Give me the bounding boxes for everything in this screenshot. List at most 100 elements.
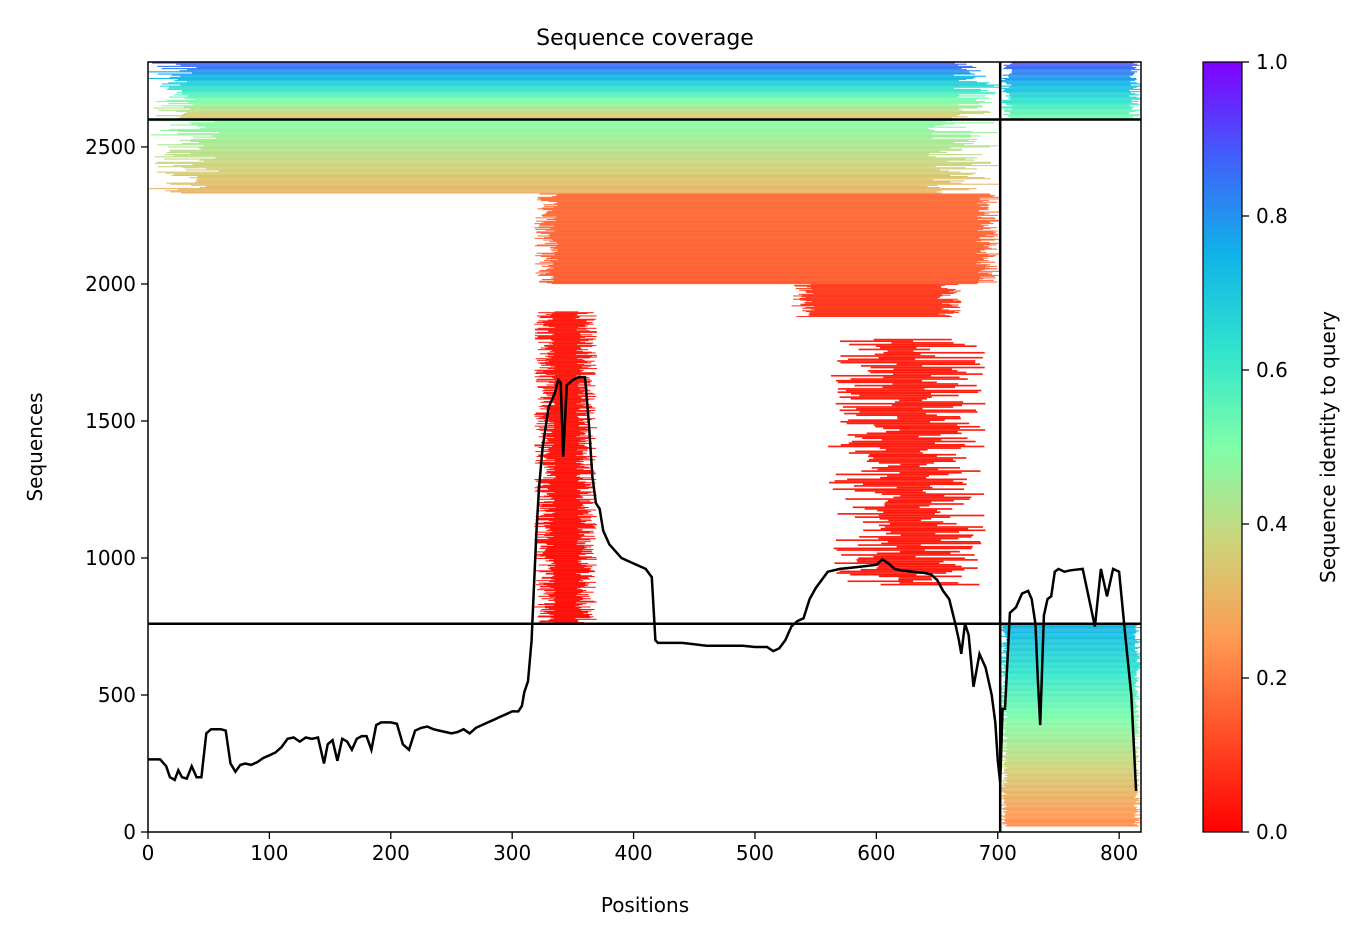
coverage-row [535, 220, 1000, 222]
coverage-row [541, 200, 989, 202]
coverage-row [545, 591, 594, 593]
coverage-row [548, 567, 592, 569]
coverage-row [854, 384, 977, 387]
coverage-row [1000, 704, 1138, 706]
coverage-row [168, 149, 962, 151]
coverage-row [170, 191, 938, 193]
coverage-row [884, 503, 964, 505]
coverage-row [538, 427, 598, 429]
coverage-row [535, 540, 592, 542]
coverage-row [156, 171, 961, 173]
coverage-row [1005, 821, 1136, 823]
coverage-row [551, 473, 596, 475]
coverage-row [1003, 114, 1140, 116]
coverage-row [1007, 737, 1136, 739]
coverage-row [880, 527, 969, 530]
coverage-row [149, 77, 974, 79]
coverage-row [544, 607, 582, 609]
coverage-row [835, 473, 949, 476]
coverage-row [836, 549, 925, 551]
coverage-row [1006, 663, 1141, 665]
coverage-row [553, 251, 986, 253]
coverage-row [537, 604, 583, 606]
coverage-row [538, 312, 594, 314]
coverage-row [545, 572, 577, 574]
coverage-row [1006, 707, 1137, 709]
coverage-row [546, 435, 593, 437]
coverage-row [878, 524, 938, 527]
coverage-row [543, 583, 590, 585]
coverage-row [1006, 760, 1141, 762]
coverage-row [1000, 788, 1138, 790]
coverage-row [799, 297, 938, 299]
coverage-row [1005, 636, 1135, 638]
coverage-row [888, 519, 922, 522]
coverage-row [546, 469, 584, 471]
coverage-row [553, 562, 579, 564]
coverage-row [553, 558, 597, 560]
coverage-row [160, 85, 994, 87]
coverage-row [793, 295, 943, 297]
coverage-row [1002, 667, 1141, 669]
coverage-row [539, 353, 588, 355]
coverage-row [549, 241, 977, 243]
coverage-row [1005, 677, 1140, 679]
coverage-row [541, 576, 588, 578]
coverage-row [548, 520, 592, 522]
coverage-row [848, 419, 945, 421]
chain-boundaries [148, 62, 1141, 832]
coverage-row [878, 356, 983, 359]
coverage-row [856, 407, 923, 410]
coverage-row [1000, 784, 1139, 786]
coverage-row [534, 323, 594, 325]
coverage-row [1011, 69, 1140, 71]
coverage-row [169, 128, 931, 130]
coverage-row [534, 445, 584, 447]
coverage-row [553, 599, 583, 601]
coverage-row [534, 337, 581, 339]
coverage-row [157, 166, 936, 168]
coverage-row [553, 561, 582, 563]
coverage-row [535, 451, 584, 453]
coverage-row [200, 127, 929, 129]
coverage-row [180, 116, 968, 118]
coverage-row [551, 569, 591, 571]
coverage-row [802, 294, 951, 296]
coverage-row [552, 209, 980, 211]
coverage-row [541, 364, 597, 366]
coverage-row [176, 110, 989, 112]
coverage-heatmap [148, 62, 1141, 827]
coverage-row [174, 94, 960, 96]
coverage-row [870, 371, 967, 374]
coverage-row [168, 87, 955, 89]
coverage-row [548, 619, 579, 621]
coverage-row [550, 233, 999, 235]
coverage-row [1006, 104, 1140, 106]
coverage-row [1006, 655, 1141, 657]
coverage-row [796, 316, 952, 318]
coverage-row [1002, 664, 1141, 666]
coverage-row [1002, 91, 1140, 93]
coverage-row [880, 583, 980, 586]
coverage-row [549, 451, 583, 453]
x-tick-label: 800 [1100, 841, 1138, 865]
coverage-row [1005, 803, 1141, 805]
coverage-row [834, 480, 954, 482]
coverage-row [1000, 804, 1134, 806]
coverage-row [1003, 685, 1136, 687]
coverage-row [1003, 720, 1140, 722]
coverage-row [857, 560, 944, 563]
coverage-row [1004, 800, 1140, 802]
coverage-row [545, 533, 579, 535]
coverage-row [550, 497, 577, 499]
coverage-row [553, 203, 987, 205]
coverage-row [550, 618, 597, 620]
coverage-row [1004, 680, 1138, 682]
coverage-row [805, 302, 943, 304]
coverage-row [1008, 75, 1130, 77]
coverage-row [555, 465, 580, 467]
coverage-row [197, 178, 991, 180]
coverage-row [555, 602, 577, 604]
coverage-row [156, 161, 992, 163]
coverage-row [1001, 645, 1135, 647]
